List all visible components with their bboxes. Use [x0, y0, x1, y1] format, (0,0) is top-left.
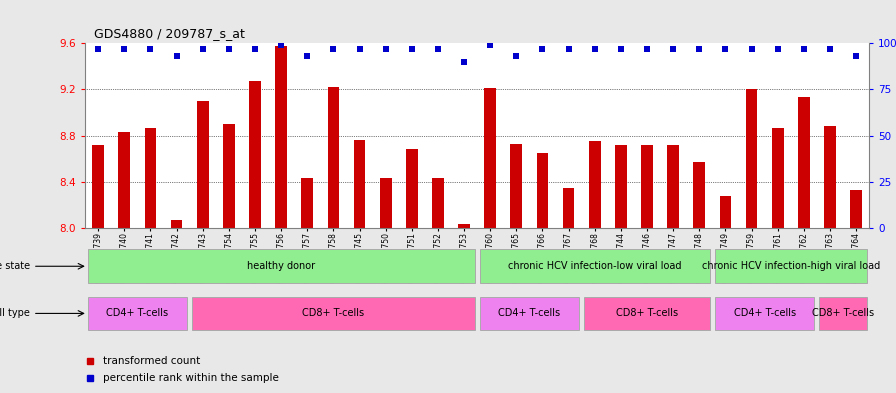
Bar [275, 46, 287, 228]
Point [483, 42, 497, 48]
Bar [92, 145, 104, 228]
Point [745, 46, 759, 52]
Point [614, 46, 628, 52]
Text: chronic HCV infection-low viral load: chronic HCV infection-low viral load [508, 261, 682, 271]
FancyBboxPatch shape [193, 297, 475, 330]
Bar [511, 144, 522, 228]
Point [169, 53, 184, 59]
Text: CD4+ T-cells: CD4+ T-cells [498, 309, 561, 318]
Text: transformed count: transformed count [103, 356, 201, 366]
Bar [328, 87, 340, 228]
FancyBboxPatch shape [88, 250, 475, 283]
Point [378, 46, 392, 52]
Point [666, 46, 680, 52]
Bar [668, 145, 679, 228]
Point [274, 42, 289, 48]
FancyBboxPatch shape [88, 297, 187, 330]
Point [719, 46, 733, 52]
Bar [537, 153, 548, 228]
Point [195, 46, 210, 52]
Point [143, 46, 158, 52]
Bar [144, 127, 156, 228]
FancyBboxPatch shape [479, 250, 710, 283]
Point [248, 46, 263, 52]
Bar [354, 140, 366, 228]
Point [849, 53, 863, 59]
Point [352, 46, 366, 52]
Bar [719, 196, 731, 228]
Bar [223, 124, 235, 228]
FancyBboxPatch shape [715, 297, 814, 330]
Point [117, 46, 132, 52]
Bar [301, 178, 313, 228]
Bar [197, 101, 209, 228]
Text: CD4+ T-cells: CD4+ T-cells [734, 309, 796, 318]
Bar [771, 127, 783, 228]
Bar [171, 220, 183, 228]
FancyBboxPatch shape [820, 297, 866, 330]
Point [91, 46, 106, 52]
Point [457, 59, 471, 65]
Point [535, 46, 549, 52]
Bar [694, 162, 705, 228]
FancyBboxPatch shape [715, 250, 866, 283]
Point [823, 46, 837, 52]
Bar [458, 224, 470, 228]
Bar [432, 178, 444, 228]
Point [562, 46, 576, 52]
Point [771, 46, 785, 52]
Point [692, 46, 706, 52]
Bar [824, 126, 836, 228]
Text: chronic HCV infection-high viral load: chronic HCV infection-high viral load [702, 261, 880, 271]
Bar [118, 132, 130, 228]
FancyBboxPatch shape [584, 297, 710, 330]
Point [431, 46, 445, 52]
Bar [798, 97, 810, 228]
Bar [380, 178, 392, 228]
Text: CD4+ T-cells: CD4+ T-cells [107, 309, 168, 318]
Text: healthy donor: healthy donor [247, 261, 315, 271]
Text: CD8+ T-cells: CD8+ T-cells [812, 309, 874, 318]
Bar [406, 149, 418, 228]
Bar [745, 90, 757, 228]
Bar [615, 145, 626, 228]
Bar [589, 141, 600, 228]
Text: disease state: disease state [0, 261, 30, 271]
Point [640, 46, 654, 52]
Point [221, 46, 236, 52]
Bar [642, 145, 653, 228]
Point [797, 46, 811, 52]
Point [588, 46, 602, 52]
Text: CD8+ T-cells: CD8+ T-cells [616, 309, 678, 318]
Text: percentile rank within the sample: percentile rank within the sample [103, 373, 279, 383]
Text: CD8+ T-cells: CD8+ T-cells [302, 309, 365, 318]
Point [300, 53, 314, 59]
Bar [249, 81, 261, 228]
Point [326, 46, 340, 52]
Point [405, 46, 419, 52]
Bar [850, 190, 862, 228]
Text: cell type: cell type [0, 309, 30, 318]
FancyBboxPatch shape [479, 297, 579, 330]
Bar [563, 187, 574, 228]
Point [509, 53, 523, 59]
Bar [485, 88, 496, 228]
Text: GDS4880 / 209787_s_at: GDS4880 / 209787_s_at [94, 28, 245, 40]
